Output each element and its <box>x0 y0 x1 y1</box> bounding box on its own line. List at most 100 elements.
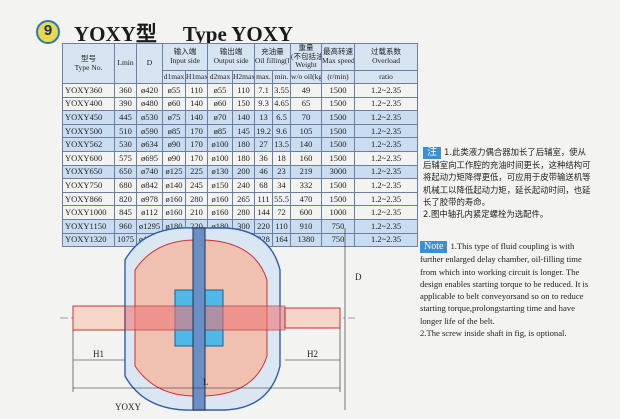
note-item: Note 1.This type of fluid coupling is wit… <box>420 240 590 327</box>
table-cell: 105 <box>290 123 323 139</box>
table-cell: ø740 <box>136 164 163 180</box>
table-cell: ø85 <box>207 123 234 139</box>
sub-header: (r/min) <box>321 69 356 85</box>
table-cell: 18 <box>272 151 292 166</box>
table-cell: 1500 <box>321 110 356 125</box>
column-header: 过载系数 Overload <box>354 43 419 71</box>
table-cell: 360 <box>114 83 137 98</box>
table-cell: 9.3 <box>254 96 274 112</box>
table-cell: 150 <box>232 96 256 112</box>
sub-header: H1max <box>184 69 209 85</box>
table-cell: ø160 <box>207 191 234 207</box>
table-row: YOXY562 530 ø634 ø90 170 ø100 180 27 13.5 140 1500… <box>62 137 419 153</box>
header-line: Weight <box>295 60 317 69</box>
table-row: YOXY450 445 ø530 ø75 140 ø70 140 13 6.5 70 1500 1.2… <box>62 110 419 125</box>
table-cell: 27 <box>254 137 274 153</box>
table-cell: ø90 <box>162 151 186 166</box>
table-cell: 140 <box>290 137 323 153</box>
sub-header: ratio <box>354 69 419 85</box>
table-cell: 1000 <box>321 205 356 221</box>
notes-cn: 注 1.此类液力偶合器加长了后辅室，使从后辅室向工作腔的充油时间更长，这种结构可将… <box>423 146 591 220</box>
table-cell: ø634 <box>136 137 163 153</box>
sub-header: max. <box>254 69 274 85</box>
table-cell: ø530 <box>136 110 163 125</box>
table-row: YOXY400 390 ø480 ø60 140 ø60 150 9.3 4.65 65 1500 1… <box>62 96 419 112</box>
table-cell: 1500 <box>321 96 356 112</box>
table-cell: 110 <box>272 219 292 234</box>
title: YOXY型 Type YOXY <box>74 18 293 48</box>
note-tag: Note <box>420 241 448 254</box>
table-cell: 9.6 <box>272 123 292 139</box>
note-item: 2.图中轴孔内紧定螺栓为选配件。 <box>423 208 591 220</box>
column-header: D <box>136 42 163 85</box>
header-line: Input side <box>170 55 200 65</box>
table-cell: 445 <box>114 110 137 125</box>
table-cell: 470 <box>290 191 323 207</box>
table-cell: 1.2~2.35 <box>354 137 419 153</box>
sub-header: H2max <box>232 69 256 85</box>
table-cell: 180 <box>232 151 256 166</box>
header-line: Output side <box>213 55 249 65</box>
table-row: YOXY650 650 ø740 ø125 225 ø130 200 46 23 219 3000 1… <box>62 164 419 180</box>
note-item: 2.The screw inside shaft in fig, is opti… <box>420 327 590 339</box>
table-cell: ø160 <box>162 205 186 221</box>
table-cell: 170 <box>184 137 209 153</box>
table-cell: 3.55 <box>272 83 292 98</box>
table-row: YOXY360 360 ø420 ø55 110 ø55 110 7.1 3.55 49 1500 1… <box>62 83 419 98</box>
table-cell: 140 <box>184 110 209 125</box>
table-cell: 1500 <box>321 137 356 153</box>
header-line: D <box>146 58 153 68</box>
table-cell: ø55 <box>207 83 234 98</box>
table-cell: 144 <box>254 205 274 221</box>
table-cell: 210 <box>184 205 209 221</box>
table-cell: ø125 <box>162 164 186 180</box>
sub-header: w/o oil(kg) <box>290 69 323 85</box>
table-cell: ø695 <box>136 151 163 166</box>
table-cell: ø70 <box>207 110 234 125</box>
table-cell: 1500 <box>321 151 356 166</box>
table-cell: ø60 <box>162 96 186 112</box>
table-cell: 49 <box>290 83 323 98</box>
column-header: 充油量 Oil filling(l) <box>254 43 292 71</box>
table-cell: ø160 <box>207 205 234 221</box>
table-cell: 140 <box>232 110 256 125</box>
table-cell: ø90 <box>162 137 186 153</box>
table-cell: 23 <box>272 164 292 180</box>
table-cell: ø100 <box>207 137 234 153</box>
table-cell: 7.1 <box>254 83 274 98</box>
note-text: 1.This type of fluid coupling is with fu… <box>420 241 589 326</box>
header-line: 输入端 <box>173 47 197 57</box>
table-cell: 110 <box>232 83 256 98</box>
table-cell: 225 <box>184 164 209 180</box>
header-line: (不包括油) <box>291 51 321 61</box>
table-cell: YOXY500 <box>62 123 115 139</box>
column-header: 型号 Type No. <box>62 42 115 85</box>
dim-label: D <box>355 272 362 282</box>
table-cell: 46 <box>254 164 274 180</box>
title-cn: YOXY型 <box>74 22 157 46</box>
table-cell: 3000 <box>321 164 356 180</box>
table-cell: YOXY1320 <box>62 232 115 248</box>
header-line: 型号 <box>81 54 96 64</box>
table-cell: 245 <box>184 178 209 193</box>
table-row: YOXY500 510 ø590 ø85 170 ø85 145 19.2 9.6 105 1500… <box>62 123 419 139</box>
header-line: Type No. <box>74 62 103 72</box>
table-row: YOXY1000 845 ø112 ø160 210 ø160 280 144 72 600 100… <box>62 205 419 221</box>
table-cell: 750 <box>321 232 356 248</box>
table-cell: 1.2~2.35 <box>354 83 419 98</box>
table-cell: ø55 <box>162 83 186 98</box>
table-cell: 111 <box>254 191 274 207</box>
table-row: YOXY600 575 ø695 ø90 170 ø100 180 36 18 160 1500 1.… <box>62 151 419 166</box>
note-tag: 注 <box>423 147 441 160</box>
table-cell: ø842 <box>136 178 163 193</box>
table-cell: YOXY562 <box>62 137 115 153</box>
table-cell: 1.2~2.35 <box>354 96 419 112</box>
header-line: Max speed <box>322 55 355 65</box>
table-cell: 1500 <box>321 83 356 98</box>
dim-label: H2 <box>307 349 318 359</box>
drawing-caption: YOXY <box>115 402 141 412</box>
column-header: Lmin <box>114 42 137 85</box>
table-cell: YOXY400 <box>62 96 115 112</box>
title-en: Type YOXY <box>182 22 294 46</box>
header-line: Lmin <box>117 58 134 68</box>
